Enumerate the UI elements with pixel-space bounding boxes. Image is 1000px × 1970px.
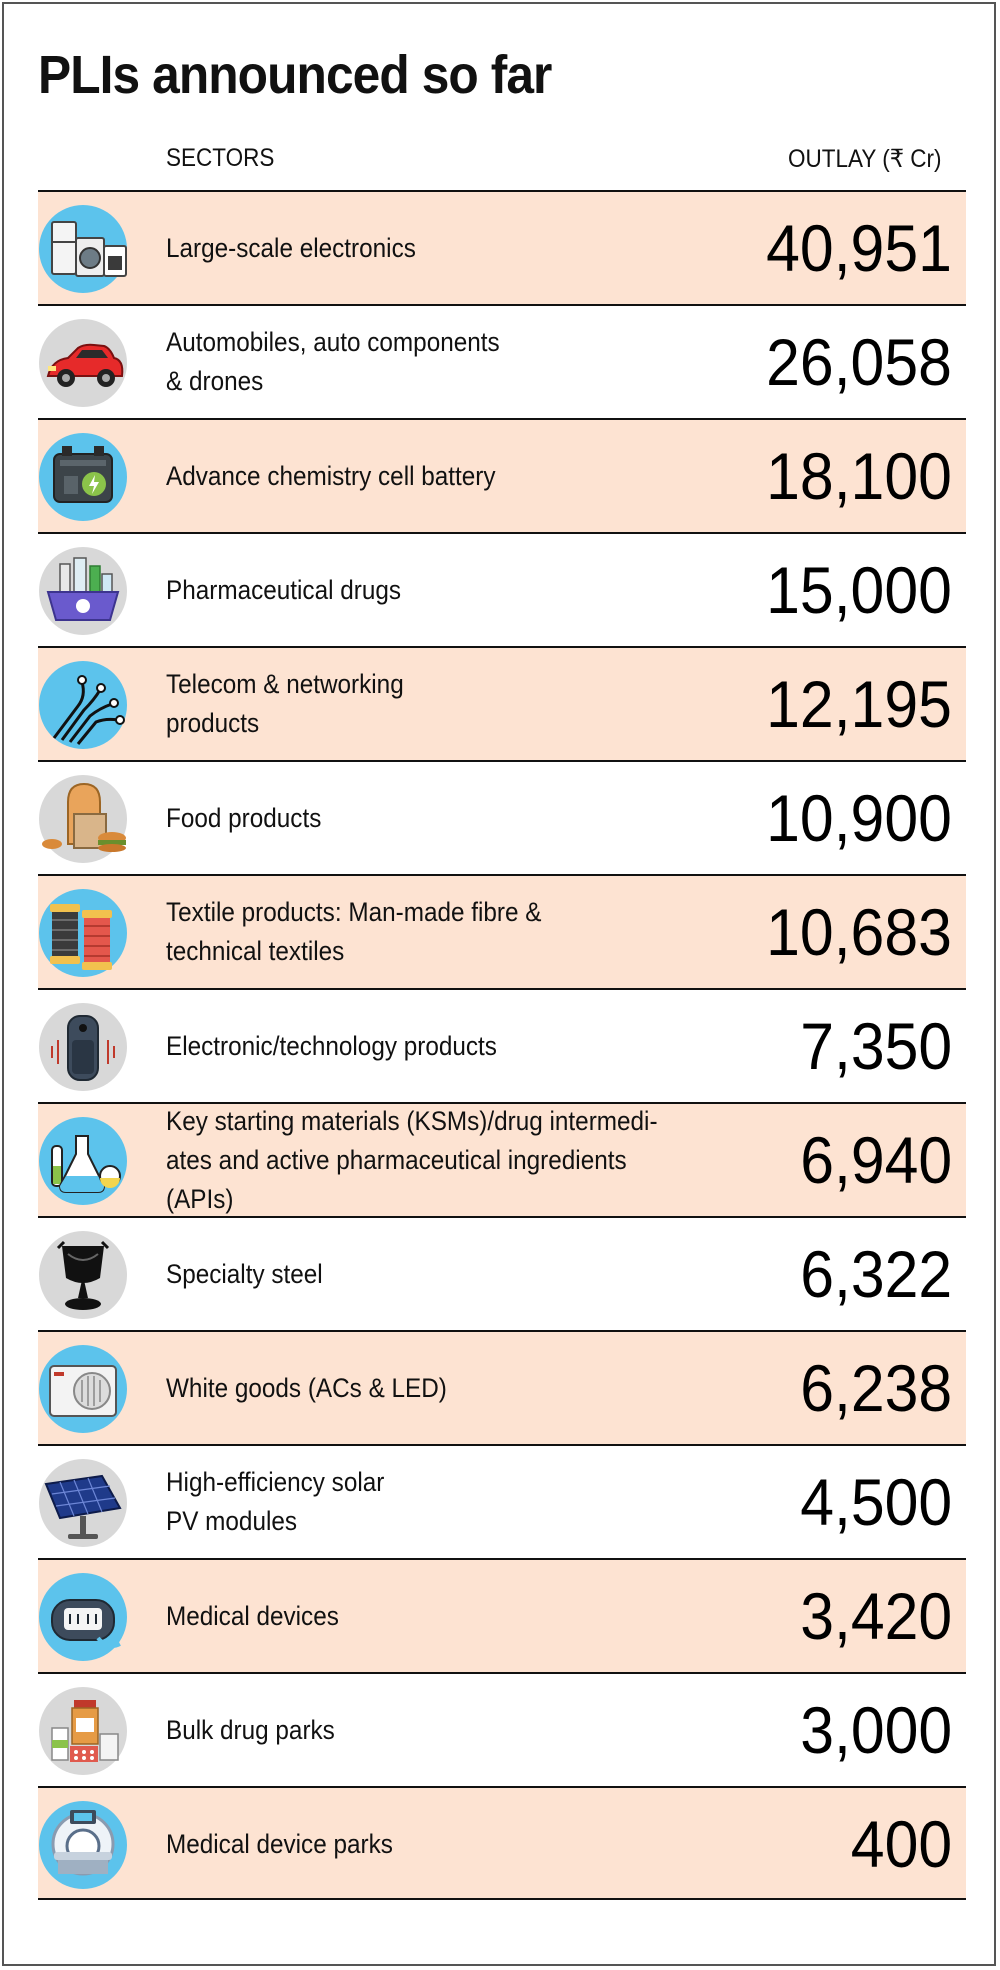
outlay-value: 7,350 <box>787 990 952 1102</box>
table-row: White goods (ACs & LED) 6,238 <box>38 1330 966 1444</box>
outlay-text: 3,420 <box>800 1579 952 1653</box>
table-row: Pharmaceutical drugs 15,000 <box>38 532 966 646</box>
outlay-value: 12,195 <box>750 648 952 760</box>
outlay-text: 400 <box>850 1807 952 1881</box>
outlay-text: 6,238 <box>800 1351 952 1425</box>
lab-flask-icon <box>38 1116 128 1206</box>
outlay-text: 6,322 <box>800 1237 952 1311</box>
outlay-text: 12,195 <box>766 667 952 741</box>
steel-ladle-icon <box>38 1230 128 1320</box>
outlay-value: 40,951 <box>750 192 952 304</box>
sector-text: Medical devices <box>166 1600 339 1631</box>
sector-label: Telecom & networking products <box>166 648 746 760</box>
outlay-value: 3,000 <box>787 1674 952 1786</box>
sector-label: Bulk drug parks <box>166 1674 746 1786</box>
sector-text: Advance chemistry cell battery <box>166 460 496 491</box>
outlay-text: 6,940 <box>800 1123 952 1197</box>
table-row: Key starting materials (KSMs)/drug inter… <box>38 1102 966 1216</box>
pharma-basket-icon <box>38 546 128 636</box>
sector-label: Electronic/technology products <box>166 990 746 1102</box>
table-row: Food products 10,900 <box>38 760 966 874</box>
chart-title: PLIs announced so far <box>38 45 552 105</box>
sector-label: White goods (ACs & LED) <box>166 1332 746 1444</box>
solar-panel-icon <box>38 1458 128 1548</box>
table-row: Automobiles, auto components & drones 26,… <box>38 304 966 418</box>
outlay-value: 15,000 <box>750 534 952 646</box>
table-row: Electronic/technology products 7,350 <box>38 988 966 1102</box>
outlay-value: 6,238 <box>787 1332 952 1444</box>
fibre-cable-icon <box>38 660 128 750</box>
oximeter-icon <box>38 1572 128 1662</box>
battery-icon <box>38 432 128 522</box>
sector-text: Automobiles, auto components & drones <box>166 327 500 396</box>
column-header-outlay: OUTLAY (₹ Cr) <box>788 145 942 173</box>
sector-label: Medical devices <box>166 1560 746 1672</box>
outlay-text: 4,500 <box>800 1465 952 1539</box>
sector-text: High-efficiency solar PV modules <box>166 1467 385 1536</box>
medicine-bottles-icon <box>38 1686 128 1776</box>
thread-spool-icon <box>38 888 128 978</box>
table-row: Advance chemistry cell battery 18,100 <box>38 418 966 532</box>
sector-text: White goods (ACs & LED) <box>166 1372 447 1403</box>
outlay-text: 18,100 <box>766 439 952 513</box>
sector-label: Medical device parks <box>166 1788 746 1900</box>
outlay-text: 10,683 <box>766 895 952 969</box>
sector-label: Key starting materials (KSMs)/drug inter… <box>166 1104 746 1216</box>
table-row: Bulk drug parks 3,000 <box>38 1672 966 1786</box>
outlay-text: 26,058 <box>766 325 952 399</box>
sector-label: Advance chemistry cell battery <box>166 420 746 532</box>
sector-label: Large-scale electronics <box>166 192 746 304</box>
sector-label: Textile products: Man-made fibre & techn… <box>166 876 746 988</box>
sector-label: Pharmaceutical drugs <box>166 534 746 646</box>
outlay-value: 6,940 <box>787 1104 952 1216</box>
outlay-text: 40,951 <box>766 211 952 285</box>
table-row: Textile products: Man-made fibre & techn… <box>38 874 966 988</box>
outlay-value: 26,058 <box>750 306 952 418</box>
table-row: Large-scale electronics 40,951 <box>38 190 966 304</box>
sector-text: Telecom & networking products <box>166 669 404 738</box>
table-row: Telecom & networking products 12,195 <box>38 646 966 760</box>
outlay-text: 15,000 <box>766 553 952 627</box>
appliances-icon <box>38 204 128 294</box>
column-header-sectors: SECTORS <box>166 144 275 172</box>
sector-label: Food products <box>166 762 746 874</box>
outlay-value: 18,100 <box>750 420 952 532</box>
outlay-value: 10,683 <box>750 876 952 988</box>
food-icon <box>38 774 128 864</box>
outlay-text: 7,350 <box>800 1009 952 1083</box>
sector-text: Bulk drug parks <box>166 1714 335 1745</box>
outlay-text: 10,900 <box>766 781 952 855</box>
sector-text: Medical device parks <box>166 1828 393 1859</box>
car-icon <box>38 318 128 408</box>
sector-text: Textile products: Man-made fibre & techn… <box>166 897 542 966</box>
outlay-value: 10,900 <box>750 762 952 874</box>
table-row: Specialty steel 6,322 <box>38 1216 966 1330</box>
mri-scanner-icon <box>38 1800 128 1890</box>
outlay-value: 400 <box>842 1788 952 1900</box>
outlay-value: 3,420 <box>787 1560 952 1672</box>
sector-text: Pharmaceutical drugs <box>166 574 402 605</box>
table-row: Medical devices 3,420 <box>38 1558 966 1672</box>
smart-speaker-icon <box>38 1002 128 1092</box>
sector-label: Specialty steel <box>166 1218 746 1330</box>
sector-text: Key starting materials (KSMs)/drug inter… <box>166 1105 658 1214</box>
sector-text: Electronic/technology products <box>166 1030 497 1061</box>
sector-label: High-efficiency solar PV modules <box>166 1446 746 1558</box>
sector-text: Food products <box>166 802 322 833</box>
sector-text: Large-scale electronics <box>166 232 416 263</box>
table-row: High-efficiency solar PV modules 4,500 <box>38 1444 966 1558</box>
sector-text: Specialty steel <box>166 1258 323 1289</box>
outlay-value: 4,500 <box>787 1446 952 1558</box>
air-conditioner-icon <box>38 1344 128 1434</box>
outlay-value: 6,322 <box>787 1218 952 1330</box>
sector-label: Automobiles, auto components & drones <box>166 306 746 418</box>
table-row: Medical device parks 400 <box>38 1786 966 1900</box>
outlay-text: 3,000 <box>800 1693 952 1767</box>
pli-table: Large-scale electronics 40,951 Automobiles… <box>38 190 966 1900</box>
